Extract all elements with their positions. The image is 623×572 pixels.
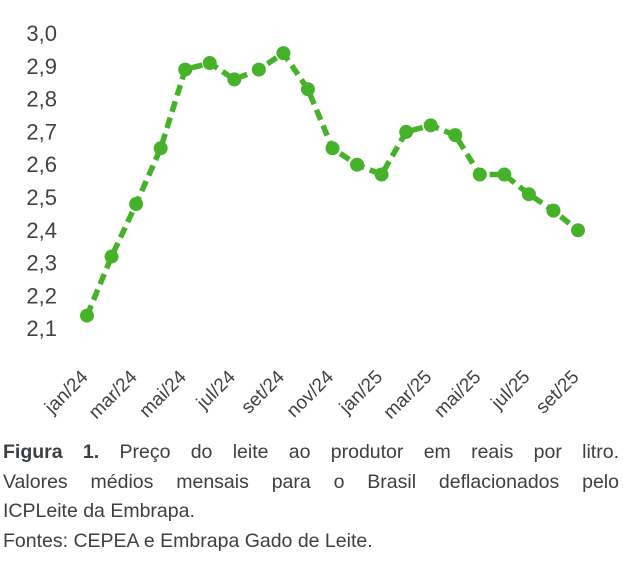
data-point-marker (104, 249, 119, 264)
x-axis-tick-label: set/25 (532, 367, 583, 418)
x-axis-tick-label: mar/25 (380, 367, 437, 424)
caption-text-line-3: ICPLeite da Embrapa. (3, 500, 195, 522)
price-series-line (84, 49, 580, 317)
data-point-marker (153, 141, 168, 156)
data-point-marker (497, 167, 512, 182)
caption-source: Fontes: CEPEA e Embrapa Gado de Leite. (3, 529, 373, 552)
x-axis-tick-label: mai/24 (136, 366, 191, 421)
data-point-marker (423, 118, 438, 133)
data-point-marker (300, 82, 315, 97)
data-point-marker (276, 46, 291, 61)
y-axis-tick-label: 2,3 (26, 251, 57, 276)
y-axis-tick-label: 2,7 (26, 119, 57, 144)
x-axis-tick-label: mar/24 (85, 366, 142, 423)
y-axis-tick-label: 2,6 (26, 152, 57, 177)
data-point-marker (472, 167, 487, 182)
data-point-marker (251, 62, 266, 77)
x-axis-tick-label: jul/25 (487, 367, 535, 415)
data-point-marker (178, 62, 193, 77)
y-axis-tick-label: 2,9 (26, 54, 57, 79)
x-axis-tick-label: jan/25 (335, 367, 387, 419)
data-point-marker (448, 128, 463, 143)
data-point-marker (350, 157, 365, 172)
x-axis-tick-label: jul/24 (192, 366, 240, 414)
data-point-marker (325, 141, 340, 156)
x-axis-tick-label: jan/24 (40, 366, 92, 418)
data-point-marker (202, 56, 217, 71)
data-point-marker (571, 223, 585, 238)
data-point-marker (80, 308, 94, 323)
y-axis-tick-label: 3,0 (26, 21, 57, 46)
milk-price-line-chart: 3,02,92,82,72,62,52,42,32,22,1jan/24mar/… (26, 21, 585, 424)
x-axis-tick-label: set/24 (237, 366, 289, 418)
caption-text-line-1: Preço do leite ao produtor em reais por … (119, 441, 619, 463)
data-point-marker (374, 167, 389, 182)
data-point-marker (399, 124, 414, 139)
y-axis-tick-label: 2,8 (26, 87, 57, 112)
y-axis-tick-label: 2,2 (26, 283, 57, 308)
data-point-marker (129, 197, 144, 212)
data-point-marker (546, 203, 561, 218)
y-axis-tick-label: 2,4 (26, 218, 57, 243)
caption-text-line-2: Valores médios mensais para o Brasil def… (3, 470, 619, 493)
data-point-marker (521, 187, 536, 202)
y-axis-tick-label: 2,1 (26, 316, 57, 341)
x-axis-tick-label: mai/25 (430, 367, 485, 422)
y-axis-tick-label: 2,5 (26, 185, 57, 210)
x-axis-tick-label: nov/24 (283, 366, 338, 421)
figure-caption: Figura 1. Preço do leite ao produtor em … (3, 438, 619, 556)
caption-line-1: Figura 1. Preço do leite ao produtor em … (3, 438, 619, 468)
data-point-marker (227, 72, 242, 87)
caption-heading: Figura 1. (3, 441, 100, 463)
